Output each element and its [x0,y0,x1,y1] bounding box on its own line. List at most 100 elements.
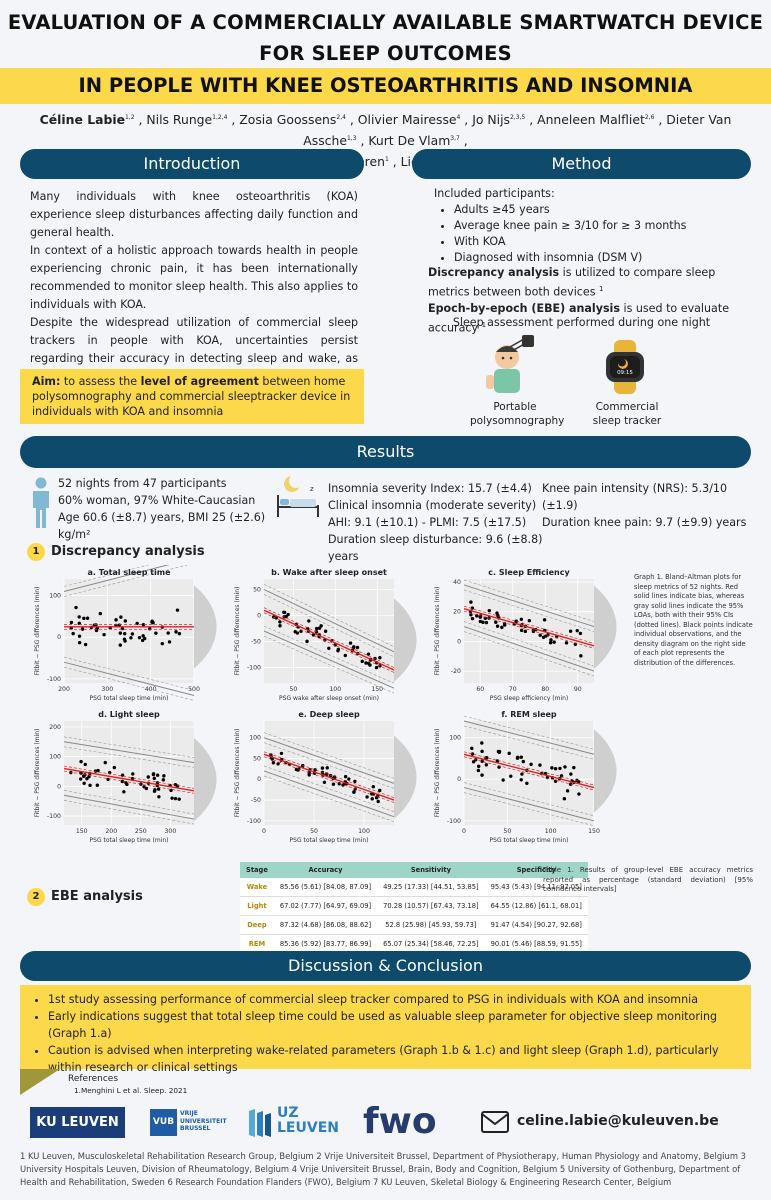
loa-line [63,565,170,592]
x-tick-label: 60 [476,686,484,693]
y-tick-label: -100 [247,664,261,671]
method-analysis: Discrepancy analysis is utilized to comp… [428,265,748,336]
bias-line [463,753,595,789]
bias-ci-line [463,610,595,649]
demo-line: 52 nights from 47 participants [58,477,227,490]
data-point [378,656,382,660]
data-point [355,645,360,650]
loa-ci-line [263,732,395,779]
data-point [376,799,380,804]
data-point [82,774,86,778]
data-point [507,751,511,756]
vub-line: VRIJE [180,1110,198,1117]
clin-line: AHI: 9.1 (±10.1) - PLMI: 7.5 (±17.5) [328,516,527,529]
data-point [495,759,500,763]
data-point [565,789,570,793]
data-point [120,779,125,784]
table-cell: 90.01 (5.46) [88.59, 91.55] [484,934,588,954]
criterion: Average knee pain ≥ 3/10 for ≥ 3 months [454,218,744,234]
smartwatch-icon: 09:15 [606,340,644,394]
data-point [80,627,85,631]
ebe-label: Epoch-by-epoch (EBE) analysis [428,301,620,315]
bias-line [263,609,395,671]
data-point [161,778,166,782]
data-point [74,605,78,610]
data-point [284,614,288,619]
x-tick-label: 300 [164,828,176,835]
loa-ci-line [63,746,195,768]
data-point [157,795,161,799]
data-point [313,768,317,772]
y-tick-label: -100 [247,818,261,825]
chart-panel: -100 0 100 200 150 200 250 300 d. Light sleep PSG… [34,710,217,844]
data-point [307,619,311,623]
ku-leuven-logo: KU LEUVEN [30,1107,125,1138]
data-point [470,746,474,751]
table-cell: 67.02 (7.77) [64.97, 69.09] [273,896,378,916]
data-point [320,766,325,770]
demo-line: Age 60.6 (±8.7) years, BMI 25 (±2.6) kg/… [58,511,266,541]
contact-email[interactable]: celine.labie@kuleuven.be [517,1113,719,1129]
data-point [503,623,507,627]
y-tick-label: 0 [57,783,61,790]
data-point [69,620,74,625]
data-point [129,636,133,640]
author-name: Nils Runge1,2,4 [146,112,228,128]
data-point [95,783,100,787]
included-label: Included participants: [434,187,555,200]
chart-title: d. Light sleep [98,710,160,719]
data-point [519,628,524,633]
x-tick-label: 150 [371,686,383,693]
data-point [177,797,181,801]
results-heading: Results [20,436,751,468]
data-point [374,665,379,670]
loa-line [263,588,395,653]
demographics: 52 nights from 47 participants 60% woman… [58,475,288,543]
data-point [175,608,180,612]
chart-title: a. Total sleep time [87,568,171,577]
uz-line: UZ [277,1105,299,1121]
data-point [88,783,92,788]
ref-sup: 1 [599,285,604,293]
section-number-2: 2 [27,888,45,906]
loa-line [63,661,195,696]
plot-area [464,721,594,825]
chart-title: b. Wake after sleep onset [271,568,387,577]
discrepancy-text: is utilized to compare sleep metrics bet… [428,266,716,299]
data-point [347,777,351,781]
method-criteria: Included participants: Adults ≥45 years … [434,186,744,266]
data-point [520,772,524,776]
data-point [470,606,475,610]
data-point [102,632,106,637]
loa-ci-line [63,666,195,701]
data-point [343,774,348,779]
data-point [85,616,90,620]
table-cell: 49.25 (17.33) [44.51, 53.85] [377,878,485,897]
data-point [103,760,107,765]
data-point [501,778,505,782]
data-point [569,772,573,776]
data-point [162,774,166,778]
x-tick-label: 0 [262,828,266,835]
density-shape [394,598,417,682]
data-point [477,764,481,769]
data-point [77,615,81,619]
data-point [79,759,83,764]
data-point [118,643,122,647]
vub-line: UNIVERSITEIT [180,1117,227,1125]
demo-line: 60% woman, 97% White-Caucasian [58,494,256,507]
y-tick-label: -50 [251,797,261,804]
data-point [307,773,311,777]
data-point [106,777,110,782]
author-name: Kurt De Vlam3,7 [368,133,460,149]
bias-line [463,608,595,647]
loa-ci-line [63,799,195,825]
aim-box: Aim: to assess the level of agreement be… [20,369,364,424]
x-tick-label: 400 [145,686,157,693]
discussion-heading: Discussion & Conclusion [20,951,751,981]
data-point [151,772,156,776]
ebe-text: is used to evaluate accuracy [428,301,730,335]
data-point [348,641,353,645]
data-point [325,766,329,770]
